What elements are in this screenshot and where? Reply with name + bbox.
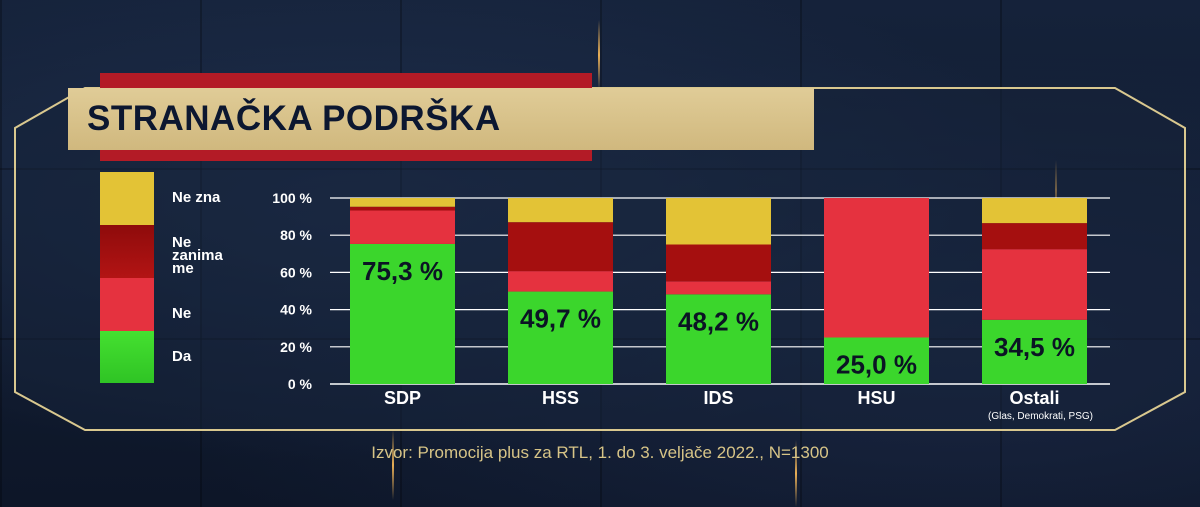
title-banner: STRANAČKA PODRŠKA (68, 88, 814, 150)
legend-swatch-ne-zanima-me (100, 225, 154, 278)
x-category-label: HSS (542, 388, 579, 408)
legend-swatch-ne (100, 278, 154, 331)
legend-swatch-da (100, 331, 154, 383)
glint-3 (795, 440, 797, 507)
legend-swatch-ne-zna (100, 172, 154, 225)
bar-segment-ne-zanima-me (666, 244, 771, 282)
data-label: 75,3 % (362, 256, 443, 286)
bar-segment-da (666, 294, 771, 384)
x-category-label: Ostali (1009, 388, 1059, 408)
bar-segment-ne (982, 249, 1087, 320)
y-tick-label: 20 % (280, 339, 312, 355)
bar-segment-ne-zna (350, 198, 455, 207)
legend-label-ne: Ne (172, 305, 192, 322)
x-category-label: SDP (384, 388, 421, 408)
data-label: 48,2 % (678, 306, 759, 336)
bar-segment-ne-zna (666, 198, 771, 245)
bar-segment-da (350, 243, 455, 384)
bar-segment-ne-zanima-me (350, 206, 455, 211)
y-tick-label: 0 % (288, 376, 313, 392)
bar-segment-ne (350, 210, 455, 244)
y-tick-label: 80 % (280, 227, 312, 243)
y-tick-label: 40 % (280, 302, 312, 318)
bar-segment-ne (508, 271, 613, 292)
y-tick-label: 60 % (280, 264, 312, 280)
bar-segment-da (824, 337, 929, 384)
bar-segment-ne-zanima-me (508, 222, 613, 272)
legend-label-ne-zanima-me: Ne zanima me (172, 234, 223, 277)
glint-1 (598, 20, 600, 90)
source-note: Izvor: Promocija plus za RTL, 1. do 3. v… (371, 443, 829, 462)
bar-segment-da (508, 291, 613, 384)
bar-segment-ne (824, 198, 929, 338)
bar-segment-ne (666, 281, 771, 295)
y-tick-label: 100 % (272, 190, 312, 206)
bar-segment-ne-zanima-me (982, 223, 1087, 250)
x-category-label: HSU (857, 388, 895, 408)
bar-segment-ne-zna (982, 198, 1087, 224)
legend-label-ne-zna: Ne zna (172, 189, 221, 206)
data-label: 49,7 % (520, 304, 601, 334)
legend-label-da: Da (172, 348, 192, 365)
bar-segment-da (982, 319, 1087, 384)
data-label: 25,0 % (836, 350, 917, 380)
x-category-label: IDS (703, 388, 733, 408)
glint-4 (392, 430, 394, 500)
bar-segment-ne-zna (508, 198, 613, 223)
data-label: 34,5 % (994, 332, 1075, 362)
x-category-note: (Glas, Demokrati, PSG) (988, 411, 1093, 422)
chart-title: STRANAČKA PODRŠKA (87, 99, 501, 138)
